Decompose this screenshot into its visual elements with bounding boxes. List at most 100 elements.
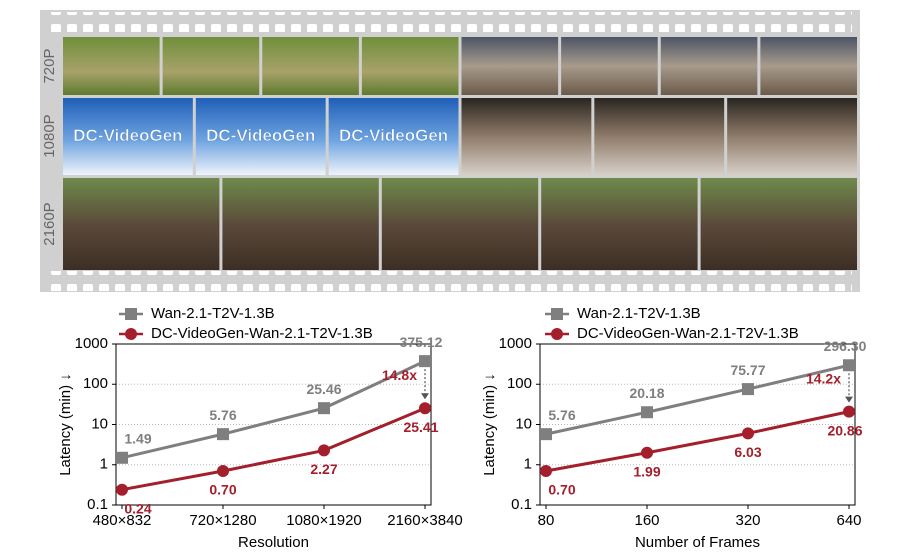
- marker: [217, 428, 229, 441]
- marker: [551, 328, 563, 340]
- frame-image: [63, 37, 160, 95]
- series-line: [121, 406, 426, 492]
- value-label: 5.76: [209, 407, 236, 423]
- value-label: 1.99: [633, 463, 660, 479]
- marker: [641, 406, 653, 419]
- frame-image: [328, 98, 459, 175]
- speedup-arrowhead: [421, 393, 429, 400]
- value-label: 75.77: [730, 362, 765, 378]
- speedup-label: 14.8x: [382, 367, 417, 383]
- series-line: [545, 363, 850, 436]
- frame-image: [541, 178, 698, 270]
- marker: [419, 355, 431, 368]
- y-tick-label: 0.1: [511, 496, 532, 513]
- frame-image: [381, 178, 539, 270]
- frame-image: [162, 37, 260, 95]
- frame-image: [262, 37, 359, 95]
- marker: [641, 446, 653, 459]
- value-label: 6.03: [734, 444, 761, 460]
- marker: [419, 402, 431, 415]
- frame-image: [594, 98, 725, 175]
- marker: [125, 328, 137, 340]
- y-tick-label: 100: [83, 375, 108, 392]
- legend-label: Wan-2.1-T2V-1.3B: [151, 305, 275, 322]
- charts: 0.1 1 10 100 1000 480×832 720×1280 1080×1920 216…: [57, 305, 867, 551]
- marker: [318, 402, 330, 415]
- legend-label: DC-VideoGen-Wan-2.1-T2V-1.3B: [577, 325, 799, 342]
- legend-label: DC-VideoGen-Wan-2.1-T2V-1.3B: [151, 325, 373, 342]
- frame-image: [700, 178, 857, 270]
- film-holes-top: [48, 12, 852, 32]
- row-label: 1080P: [41, 114, 58, 157]
- frame-image: [63, 98, 193, 175]
- row-label: 2160P: [41, 202, 58, 245]
- frame-image: [461, 98, 592, 175]
- y-axis-label: Latency (min) ↓: [481, 373, 498, 476]
- value-label: 25.46: [306, 381, 341, 397]
- filmstrip: DC-VideoGen DC-VideoGen DC-VideoGen 720P 1…: [40, 10, 860, 292]
- value-label: 0.70: [209, 482, 236, 498]
- marker: [318, 444, 330, 457]
- value-label: 296.30: [824, 338, 867, 354]
- value-label: 375.12: [400, 334, 443, 350]
- value-label: 20.18: [629, 385, 664, 401]
- frame-image: [660, 37, 758, 95]
- value-label: 0.24: [124, 500, 151, 516]
- frame-image: [222, 178, 379, 270]
- y-tick-label: 1000: [499, 335, 532, 352]
- marker: [742, 427, 754, 440]
- line-chart: 0.1 1 10 100 1000 480×832 720×1280 1080×1920 216…: [57, 305, 463, 551]
- y-tick-label: 100: [507, 375, 532, 392]
- marker: [742, 383, 754, 396]
- x-axis-label: Number of Frames: [635, 534, 760, 551]
- y-tick-label: 1000: [75, 335, 108, 352]
- value-label: 1.49: [124, 430, 151, 446]
- row-label: 720P: [41, 48, 58, 83]
- frame-text: DC-VideoGen: [339, 126, 448, 145]
- frame-image: [461, 37, 559, 95]
- y-tick-label: 10: [515, 415, 532, 432]
- x-tick-label: 1080×1920: [286, 512, 362, 529]
- line-chart: 0.1 1 10 100 1000 80 160 320 640 Number of Frames…: [481, 305, 867, 551]
- frame-image: [760, 37, 857, 95]
- frame-image: [195, 98, 326, 175]
- marker: [116, 483, 128, 496]
- x-tick-label: 160: [634, 512, 659, 529]
- x-tick-label: 720×1280: [189, 512, 256, 529]
- frame-image: [361, 37, 459, 95]
- plot-frame: [539, 343, 856, 506]
- y-tick-label: 0.1: [87, 496, 108, 513]
- value-label: 25.41: [403, 419, 438, 435]
- frames: DC-VideoGen DC-VideoGen DC-VideoGen: [63, 37, 857, 270]
- x-tick-label: 640: [836, 512, 861, 529]
- marker: [843, 359, 855, 372]
- frame-image: [727, 98, 857, 175]
- y-axis-label: Latency (min) ↓: [57, 373, 74, 476]
- value-label: 2.27: [310, 461, 337, 477]
- series-line: [545, 410, 850, 473]
- y-tick-label: 1: [524, 456, 532, 473]
- y-tick-label: 10: [91, 415, 108, 432]
- speedup-arrowhead: [845, 396, 853, 403]
- frame-text: DC-VideoGen: [73, 126, 182, 145]
- marker: [843, 405, 855, 418]
- value-label: 20.86: [827, 422, 862, 438]
- marker: [540, 464, 552, 477]
- marker: [125, 308, 137, 320]
- x-tick-label: 2160×3840: [387, 512, 463, 529]
- plot-frame: [115, 343, 432, 506]
- y-tick-label: 1: [100, 456, 108, 473]
- value-label: 0.70: [548, 482, 575, 498]
- legend-label: Wan-2.1-T2V-1.3B: [577, 305, 701, 322]
- frame-text: DC-VideoGen: [206, 126, 315, 145]
- marker: [116, 451, 128, 464]
- x-tick-label: 80: [538, 512, 555, 529]
- x-tick-label: 480×832: [93, 512, 152, 529]
- marker: [217, 464, 229, 477]
- series-line: [121, 359, 426, 460]
- frame-image: [561, 37, 658, 95]
- x-axis-label: Resolution: [238, 534, 309, 551]
- value-label: 5.76: [548, 407, 575, 423]
- film-holes-bottom: [48, 271, 852, 291]
